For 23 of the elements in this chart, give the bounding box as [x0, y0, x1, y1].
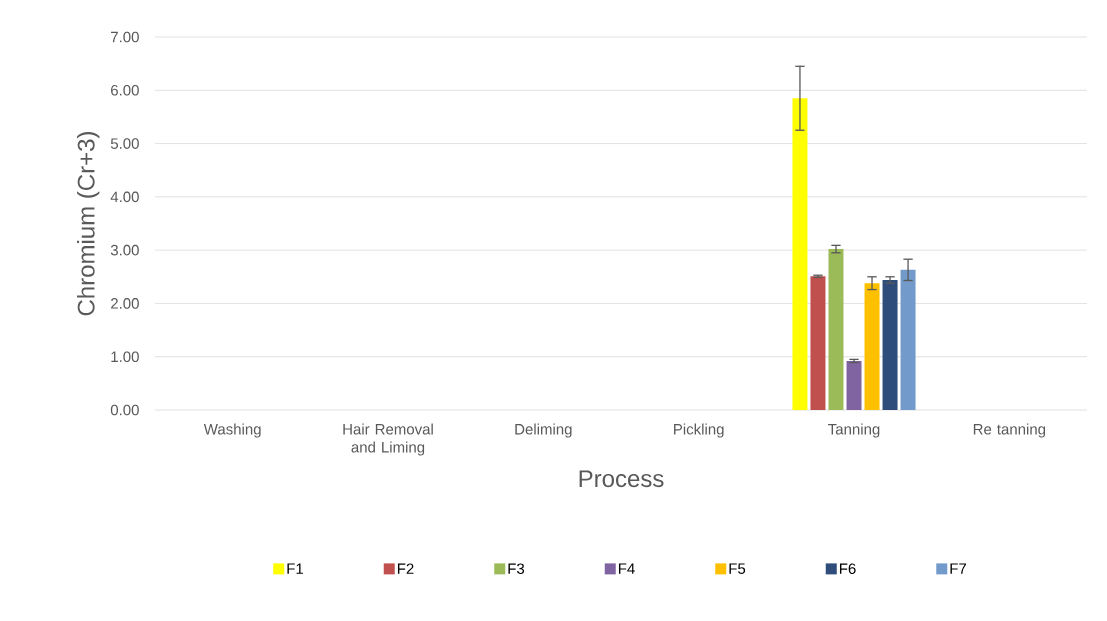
- legend-label: F3: [508, 563, 525, 575]
- y-tick-label: 4.00: [110, 191, 139, 203]
- y-tick-label: 2.00: [111, 298, 139, 309]
- legend-label: F7: [950, 563, 967, 574]
- y-tick-label: 6.00: [111, 84, 139, 96]
- y-tick-label: 0.00: [110, 404, 139, 416]
- x-axis-title: Process: [579, 470, 664, 488]
- y-tick-label: 3.00: [110, 244, 139, 256]
- x-tick-label: Tanning: [828, 423, 880, 438]
- y-tick-label: 1.00: [111, 351, 139, 363]
- y-tick-label: 5.00: [110, 138, 139, 149]
- y-axis-title: Chromium (Cr+3): [77, 132, 100, 316]
- legend-label: F5: [729, 563, 746, 574]
- y-tick-label: 7.00: [111, 31, 139, 43]
- legend-label: F6: [839, 563, 856, 575]
- x-tick-label: Deliming: [515, 423, 572, 438]
- x-tick-label: Re tanning: [973, 423, 1046, 438]
- x-tick-label: Washing: [203, 423, 261, 438]
- legend-label: F2: [397, 563, 414, 574]
- legend-label: F1: [287, 563, 304, 574]
- legend-label: F4: [618, 563, 635, 574]
- x-tick-label: Hair Removal and Liming: [343, 423, 433, 456]
- x-tick-label: Pickling: [674, 423, 724, 438]
